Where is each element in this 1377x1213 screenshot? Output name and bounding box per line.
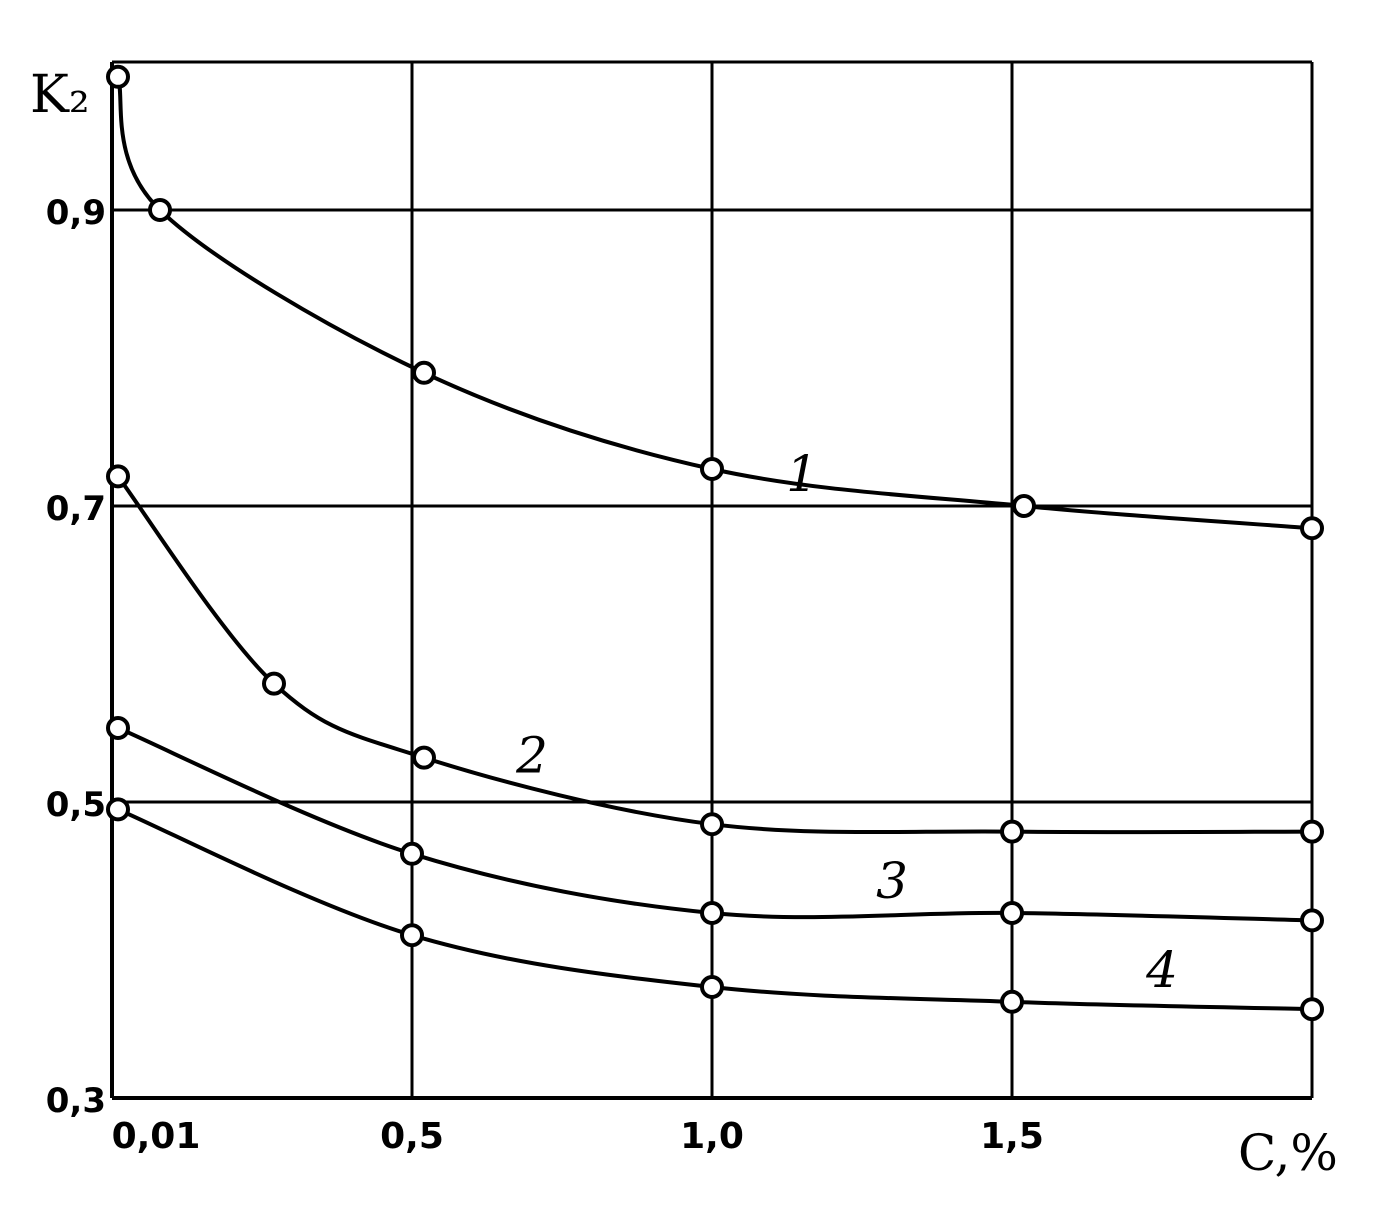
y-tick-label: 0,3 [46,1081,106,1121]
data-point [106,64,130,89]
y-axis-label: K₂ [30,65,90,125]
data-point [700,975,724,999]
series-markers [106,64,1324,1022]
data-point [700,901,724,925]
data-point [1012,494,1036,518]
series-line-2 [116,474,1314,835]
data-point [1000,819,1024,844]
data-point [400,923,424,948]
data-point [412,360,436,385]
grid [110,60,1314,1100]
data-point [1300,908,1324,933]
series-label-2: 2 [515,726,548,784]
y-tick-label: 0,5 [46,785,106,825]
data-point [262,671,286,696]
x-tick-label: 1,0 [680,1116,744,1157]
series-label-3: 3 [876,852,908,910]
x-axis-label: C,% [1238,1124,1338,1182]
data-point [700,812,724,837]
x-tick-label: 1,5 [980,1116,1044,1157]
data-point [106,464,130,489]
data-point [1000,989,1024,1014]
data-point [1300,819,1324,844]
tick-labels: 0,01 0,5 1,0 1,5 0,3 0,5 0,7 0,9 [46,193,1044,1157]
y-tick-label: 0,9 [46,193,106,233]
data-point [700,457,724,481]
data-point [412,745,436,770]
series-labels: 1 2 3 4 [515,445,1178,999]
x-tick-label: 0,01 [112,1116,201,1157]
data-point [1000,901,1024,925]
x-tick-label: 0,5 [380,1116,444,1157]
data-point [106,797,130,822]
y-tick-label: 0,7 [46,489,106,529]
data-point [400,841,424,866]
data-point [106,716,130,740]
series-label-1: 1 [786,445,818,503]
data-point [1300,516,1324,541]
data-point [148,198,172,222]
series-label-4: 4 [1145,941,1178,999]
series-curves [116,74,1314,1012]
data-point [1300,997,1324,1022]
